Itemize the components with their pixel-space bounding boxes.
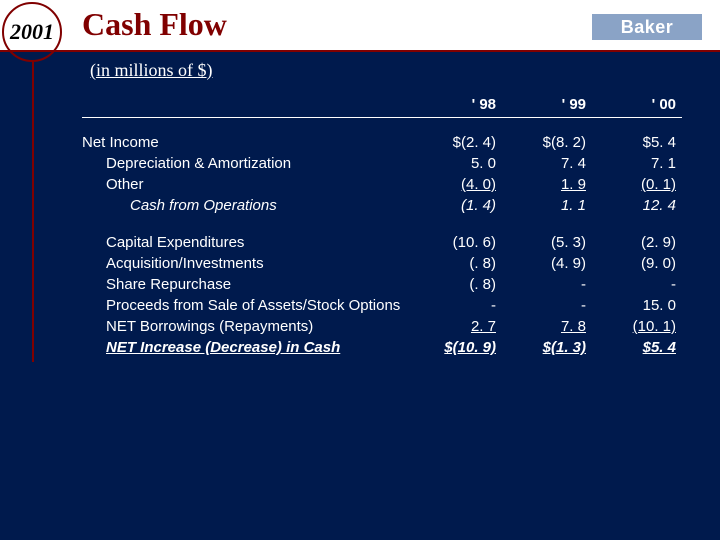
row-label: NET Borrowings (Repayments) [82, 316, 412, 337]
cell: - [502, 295, 592, 316]
table-row: Net Income $(2. 4) $(8. 2) $5. 4 [82, 132, 682, 153]
row-label: Net Income [82, 132, 412, 153]
table-header-row: ' 98 ' 99 ' 00 [82, 96, 682, 118]
cell: 2. 7 [412, 316, 502, 337]
row-label: Capital Expenditures [82, 232, 412, 253]
table-row: Acquisition/Investments (. 8) (4. 9) (9.… [82, 253, 682, 274]
col-header-00: ' 00 [592, 96, 682, 113]
table-row: Other (4. 0) 1. 9 (0. 1) [82, 174, 682, 195]
cell: 7. 1 [592, 153, 682, 174]
table-row: Capital Expenditures (10. 6) (5. 3) (2. … [82, 232, 682, 253]
cell: 5. 0 [412, 153, 502, 174]
col-header-98: ' 98 [412, 96, 502, 113]
logo-text: Baker [621, 17, 674, 38]
logo: Baker [592, 14, 702, 40]
row-label: Acquisition/Investments [82, 253, 412, 274]
cell: (4. 0) [412, 174, 502, 195]
subtitle: (in millions of $) [90, 60, 213, 81]
table-row: Share Repurchase (. 8) - - [82, 274, 682, 295]
cell: $(10. 9) [412, 337, 502, 358]
year-text: 2001 [8, 19, 56, 45]
cell: (4. 9) [502, 253, 592, 274]
cell: $5. 4 [592, 132, 682, 153]
cell: $(2. 4) [412, 132, 502, 153]
cell: $(8. 2) [502, 132, 592, 153]
row-label: Share Repurchase [82, 274, 412, 295]
cell: 7. 8 [502, 316, 592, 337]
cell: - [592, 274, 682, 295]
cell: $(1. 3) [502, 337, 592, 358]
cell: (2. 9) [592, 232, 682, 253]
cell: (10. 1) [592, 316, 682, 337]
row-label: Other [82, 174, 412, 195]
table-row: NET Borrowings (Repayments) 2. 7 7. 8 (1… [82, 316, 682, 337]
cell: (. 8) [412, 253, 502, 274]
table-row: Depreciation & Amortization 5. 0 7. 4 7.… [82, 153, 682, 174]
cell: - [502, 274, 592, 295]
cell: 1. 9 [502, 174, 592, 195]
cell: $5. 4 [592, 337, 682, 358]
table-row: Cash from Operations (1. 4) 1. 1 12. 4 [82, 195, 682, 216]
cell: (0. 1) [592, 174, 682, 195]
accent-vertical-line [32, 62, 34, 362]
cell: (5. 3) [502, 232, 592, 253]
table-row: Proceeds from Sale of Assets/Stock Optio… [82, 295, 682, 316]
cell: 15. 0 [592, 295, 682, 316]
cell: (. 8) [412, 274, 502, 295]
cell: (1. 4) [412, 195, 502, 216]
cell: 1. 1 [502, 195, 592, 216]
cell: - [412, 295, 502, 316]
col-header-99: ' 99 [502, 96, 592, 113]
page-title: Cash Flow [82, 6, 227, 43]
cashflow-table: ' 98 ' 99 ' 00 Net Income $(2. 4) $(8. 2… [82, 96, 682, 358]
year-badge: 2001 [2, 2, 62, 62]
cell: (9. 0) [592, 253, 682, 274]
row-label: NET Increase (Decrease) in Cash [82, 337, 412, 358]
header-spacer [82, 96, 412, 113]
table-row-total: NET Increase (Decrease) in Cash $(10. 9)… [82, 337, 682, 358]
row-label: Depreciation & Amortization [82, 153, 412, 174]
section-gap [82, 216, 682, 232]
cell: 7. 4 [502, 153, 592, 174]
row-label: Proceeds from Sale of Assets/Stock Optio… [82, 295, 412, 316]
cell: (10. 6) [412, 232, 502, 253]
row-label: Cash from Operations [82, 195, 412, 216]
cell: 12. 4 [592, 195, 682, 216]
